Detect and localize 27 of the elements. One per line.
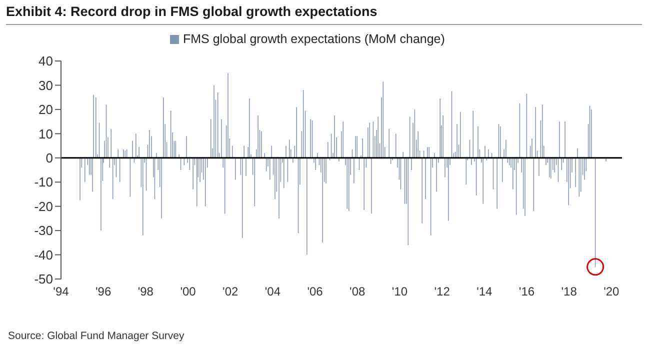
y-tick-label: 20 <box>38 102 53 118</box>
x-tick-label: '94 <box>53 284 70 299</box>
x-tick-label: '96 <box>96 284 112 299</box>
y-tick-label: -50 <box>34 272 53 287</box>
x-tick-label: '16 <box>518 284 535 299</box>
chart-title: Exhibit 4: Record drop in FMS global growth expectations <box>6 4 378 19</box>
x-tick-label: '02 <box>222 284 239 299</box>
y-tick-label: 0 <box>46 150 53 166</box>
y-tick-label: -10 <box>34 174 53 190</box>
x-tick-label: '14 <box>476 284 493 299</box>
x-tick-label: '12 <box>434 284 450 299</box>
x-tick-label: '00 <box>180 284 196 299</box>
x-tick-label: '98 <box>138 284 154 299</box>
x-tick-label: '04 <box>264 284 281 299</box>
y-tick-label: -20 <box>34 198 53 214</box>
legend-label: FMS global growth expectations (MoM change) <box>183 32 445 46</box>
y-tick-label: -40 <box>34 247 53 262</box>
y-tick-label: -30 <box>34 223 53 238</box>
x-tick-label: '20 <box>604 284 620 299</box>
x-tick-label: '06 <box>307 284 324 299</box>
y-tick-label: 30 <box>38 78 53 93</box>
y-tick-label: 10 <box>38 126 53 142</box>
x-tick-label: '18 <box>561 284 578 299</box>
x-tick-label: '08 <box>350 284 366 299</box>
x-tick-label: '10 <box>392 284 408 299</box>
source-note: Source: Global Fund Manager Survey <box>8 330 184 342</box>
y-tick-label: 40 <box>38 54 53 69</box>
